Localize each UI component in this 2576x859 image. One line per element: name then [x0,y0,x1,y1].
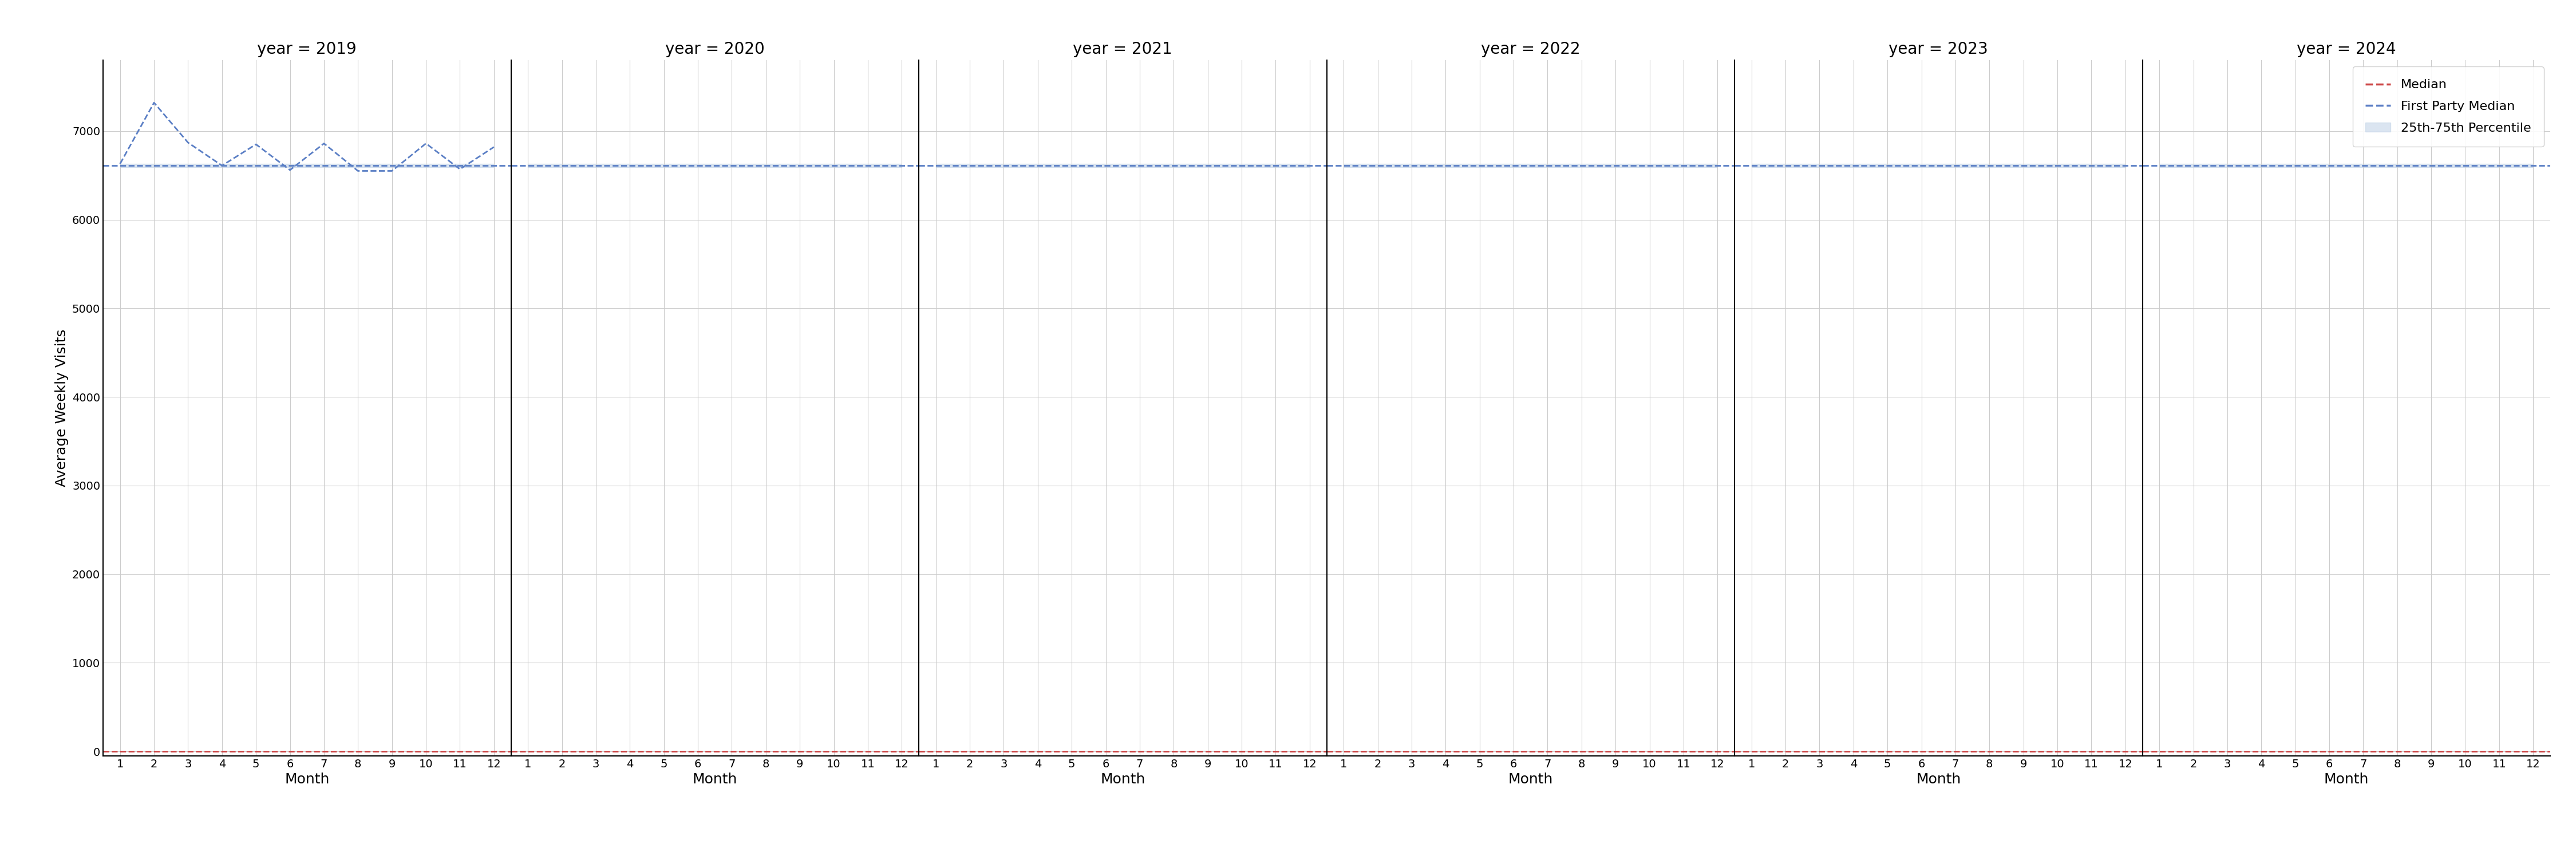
Y-axis label: Average Weekly Visits: Average Weekly Visits [54,329,70,487]
Title: year = 2023: year = 2023 [1888,41,1989,58]
X-axis label: Month: Month [1507,773,1553,787]
X-axis label: Month: Month [693,773,737,787]
Title: year = 2024: year = 2024 [2298,41,2396,58]
X-axis label: Month: Month [283,773,330,787]
Title: year = 2022: year = 2022 [1481,41,1579,58]
X-axis label: Month: Month [1100,773,1146,787]
Legend: Median, First Party Median, 25th-75th Percentile: Median, First Party Median, 25th-75th Pe… [2352,66,2545,147]
X-axis label: Month: Month [1917,773,1960,787]
X-axis label: Month: Month [2324,773,2370,787]
Title: year = 2019: year = 2019 [258,41,355,58]
Title: year = 2021: year = 2021 [1074,41,1172,58]
Title: year = 2020: year = 2020 [665,41,765,58]
